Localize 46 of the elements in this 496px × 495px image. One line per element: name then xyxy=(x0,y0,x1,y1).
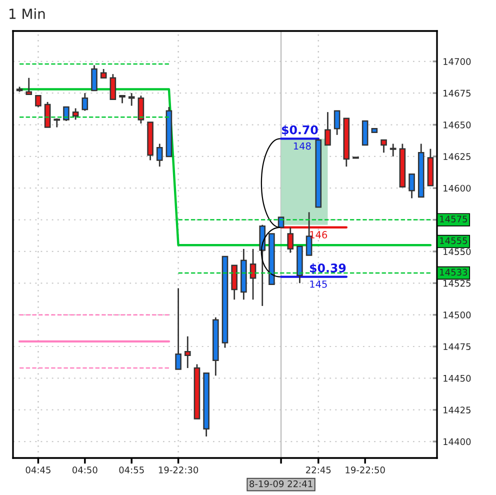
candlestick xyxy=(250,248,256,300)
annotation: 145 xyxy=(310,280,327,288)
candlestick xyxy=(184,336,191,369)
y-tick-label: 14475 xyxy=(444,343,470,350)
y-tick-label: 14525 xyxy=(444,280,470,287)
candlestick xyxy=(91,64,98,92)
y-tick-label: 14450 xyxy=(444,374,471,382)
candlestick xyxy=(110,73,116,100)
data-label: 14575 xyxy=(440,216,468,222)
candlestick xyxy=(44,101,51,128)
candlestick xyxy=(63,106,70,122)
y-tick-label: 14400 xyxy=(444,438,471,446)
y-tick-label: 14600 xyxy=(444,184,471,192)
series-label: $0.70 xyxy=(282,125,318,136)
candlestick xyxy=(138,94,144,124)
candlestick xyxy=(82,92,88,112)
candlestick xyxy=(334,110,340,136)
candlestick xyxy=(72,108,79,120)
candlestick xyxy=(175,288,182,370)
annotation: 146 xyxy=(310,231,328,238)
candlestick xyxy=(156,143,163,168)
x-tick-label: 19-22:30 xyxy=(158,466,198,474)
y-tick-label: 14700 xyxy=(444,58,471,65)
annotation: 148 xyxy=(294,142,311,150)
candlestick xyxy=(408,173,415,199)
candlestick xyxy=(26,77,32,96)
y-tick-label: 14550 xyxy=(444,248,471,256)
chart-title: 1 Min xyxy=(10,8,45,19)
candlestick xyxy=(128,92,135,106)
x-tick-label: 22:45 xyxy=(306,466,331,474)
y-tick-label: 14500 xyxy=(444,312,471,318)
candlestick xyxy=(35,94,42,108)
data-label: 14555 xyxy=(440,237,468,244)
x-tick-label: 8-19-09 22:41 xyxy=(250,480,312,488)
x-tick-label: 04:55 xyxy=(119,466,144,474)
data-label: 14533 xyxy=(440,268,468,276)
y-tick-label: 14425 xyxy=(444,406,470,414)
x-tick-label: 04:50 xyxy=(72,466,98,474)
x-tick-label: 19-22:50 xyxy=(346,466,385,474)
y-tick-label: 14650 xyxy=(444,121,471,128)
y-tick-label: 14675 xyxy=(444,90,470,97)
y-tick-label: 14625 xyxy=(444,153,470,160)
series-label: $0.39 xyxy=(310,263,346,274)
candlestick xyxy=(324,111,331,146)
x-tick-label: 04:45 xyxy=(26,466,50,474)
candlestick xyxy=(380,139,387,154)
